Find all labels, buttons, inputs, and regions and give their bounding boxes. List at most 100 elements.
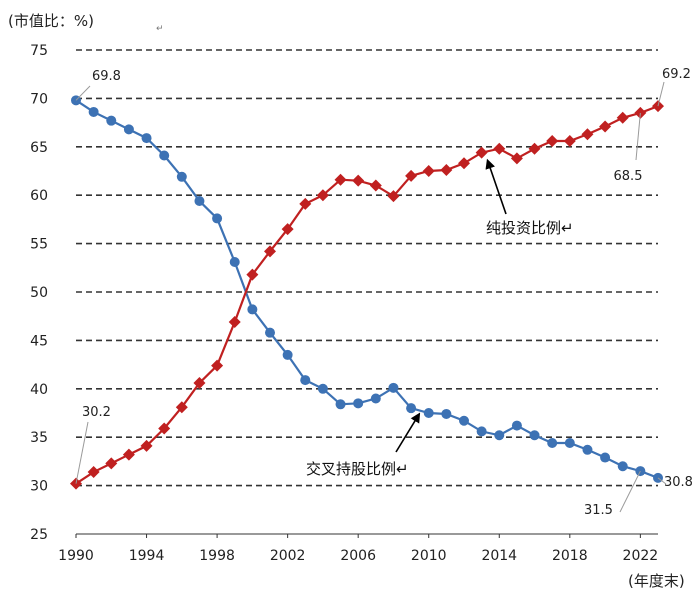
data-point bbox=[511, 420, 522, 431]
data-point bbox=[599, 120, 612, 133]
data-point bbox=[159, 150, 170, 161]
y-tick-label: 50 bbox=[30, 285, 48, 301]
y-tick-label: 25 bbox=[30, 527, 48, 543]
y-tick-label: 65 bbox=[30, 140, 48, 156]
data-label: 69.2 bbox=[662, 67, 691, 82]
y-tick-label: 55 bbox=[30, 237, 48, 253]
data-point bbox=[88, 106, 99, 117]
series-line bbox=[75, 99, 659, 479]
leader-line bbox=[635, 112, 641, 161]
data-point bbox=[440, 164, 453, 177]
data-point bbox=[229, 256, 240, 267]
data-point bbox=[353, 398, 364, 409]
data-point bbox=[264, 245, 276, 258]
data-label: 30.2 bbox=[82, 405, 111, 420]
data-point bbox=[228, 316, 241, 329]
data-point bbox=[246, 268, 259, 281]
data-point bbox=[247, 304, 258, 315]
data-point bbox=[194, 196, 205, 207]
data-label: 68.5 bbox=[614, 169, 643, 184]
data-point bbox=[158, 422, 171, 435]
y-axis-title: (市值比：%) bbox=[8, 12, 94, 30]
data-point bbox=[581, 128, 594, 141]
x-tick-label: 2010 bbox=[411, 548, 447, 564]
data-label: 69.8 bbox=[92, 69, 121, 84]
data-point bbox=[387, 190, 400, 203]
y-tick-label: 40 bbox=[30, 382, 48, 398]
data-point bbox=[193, 376, 206, 389]
data-point bbox=[265, 327, 275, 338]
x-tick-label: 2022 bbox=[623, 548, 659, 564]
data-label: 30.8 bbox=[664, 475, 693, 490]
data-point bbox=[458, 157, 470, 170]
data-point bbox=[476, 426, 487, 437]
data-point bbox=[547, 438, 558, 449]
series-label: 交叉持股比例↵ bbox=[306, 460, 409, 478]
series-lines bbox=[75, 99, 659, 485]
x-tick-label: 2006 bbox=[340, 548, 376, 564]
data-point bbox=[494, 430, 505, 441]
data-point bbox=[299, 197, 312, 210]
data-point bbox=[546, 134, 559, 147]
data-point bbox=[141, 133, 152, 144]
series-line bbox=[75, 105, 659, 485]
data-point bbox=[582, 444, 593, 455]
data-point bbox=[106, 115, 117, 126]
data-point bbox=[564, 438, 575, 449]
x-tick-label: 1990 bbox=[58, 548, 94, 564]
data-point bbox=[317, 383, 328, 394]
data-point bbox=[441, 408, 452, 419]
data-label: 31.5 bbox=[584, 503, 613, 518]
y-tick-label: 45 bbox=[30, 333, 48, 349]
data-point bbox=[176, 171, 187, 182]
data-point bbox=[282, 349, 293, 360]
data-labels: 69.8 30.2 69.2 68.5 30.8 31.5 bbox=[75, 67, 693, 518]
y-tick-label: 35 bbox=[30, 430, 48, 446]
leader-line bbox=[657, 477, 667, 485]
leader-line bbox=[619, 470, 641, 513]
data-point bbox=[459, 415, 469, 426]
y-tick-label: 30 bbox=[30, 479, 48, 495]
data-point bbox=[352, 174, 365, 187]
data-point bbox=[87, 466, 100, 479]
data-point bbox=[600, 452, 611, 463]
data-point bbox=[300, 375, 311, 386]
x-tick-label: 2014 bbox=[481, 548, 517, 564]
leader-line bbox=[657, 81, 665, 107]
y-tick-label: 70 bbox=[30, 91, 48, 107]
data-point bbox=[369, 179, 382, 192]
data-point bbox=[281, 223, 294, 236]
data-point bbox=[123, 124, 134, 135]
data-point bbox=[334, 173, 347, 186]
y-tick-label: 75 bbox=[30, 43, 48, 59]
data-point bbox=[335, 399, 346, 410]
data-point bbox=[422, 165, 435, 177]
data-point bbox=[405, 169, 418, 182]
series-markers bbox=[70, 95, 664, 490]
series-label: 纯投资比例↵ bbox=[486, 219, 574, 237]
data-point bbox=[423, 408, 434, 418]
series-labels: 纯投资比例↵ 交叉持股比例↵ bbox=[306, 158, 574, 478]
data-point bbox=[510, 152, 523, 165]
paragraph-mark: ↵ bbox=[156, 24, 164, 34]
data-point bbox=[211, 359, 224, 372]
x-tick-label: 1998 bbox=[199, 548, 235, 564]
data-point bbox=[140, 439, 153, 452]
y-axis-ticks: 25 30 35 40 45 50 55 60 65 70 75 bbox=[30, 43, 48, 543]
data-point bbox=[406, 403, 417, 414]
data-point bbox=[175, 401, 188, 414]
data-point bbox=[370, 393, 381, 404]
data-point bbox=[617, 461, 628, 472]
data-point bbox=[563, 134, 576, 147]
data-point bbox=[475, 146, 488, 159]
x-tick-label: 2018 bbox=[552, 548, 588, 564]
data-point bbox=[529, 430, 540, 441]
data-point bbox=[493, 142, 506, 155]
data-point bbox=[105, 457, 118, 470]
series-label-arrow bbox=[395, 412, 421, 453]
data-point bbox=[316, 189, 329, 202]
data-point bbox=[388, 382, 399, 393]
data-point bbox=[212, 213, 223, 224]
x-axis-ticks: 1990 1994 1998 2002 2006 2010 2014 2018 2022 bbox=[58, 534, 658, 564]
